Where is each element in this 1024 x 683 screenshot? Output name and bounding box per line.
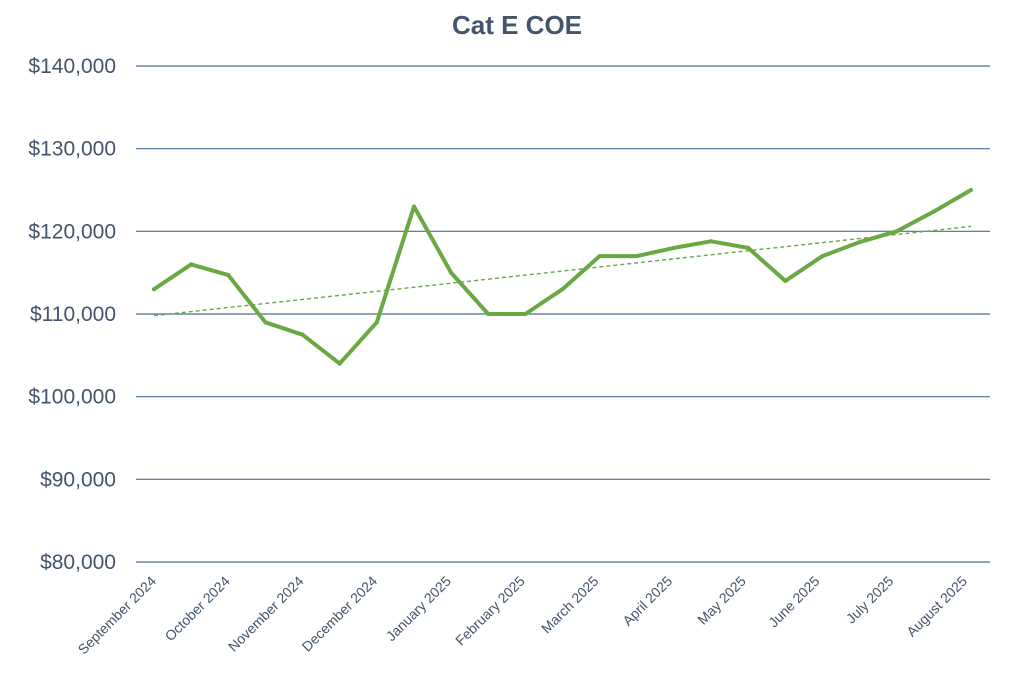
data-point — [931, 209, 936, 214]
data-point — [152, 287, 156, 292]
y-tick-label: $80,000 — [40, 551, 116, 574]
data-point — [783, 278, 788, 283]
data-point — [300, 332, 305, 337]
data-point — [486, 312, 491, 316]
data-point — [820, 254, 825, 259]
data-point — [560, 287, 565, 292]
data-point — [894, 229, 899, 234]
x-tick-label: June 2025 — [765, 573, 823, 631]
y-tick-label: $120,000 — [28, 220, 116, 243]
data-point — [189, 262, 194, 267]
x-tick-label: July 2025 — [843, 573, 897, 627]
y-tick-label: $140,000 — [28, 55, 116, 78]
x-tick-label: November 2024 — [225, 573, 307, 655]
series-line — [152, 188, 973, 366]
trendline — [153, 225, 972, 317]
x-tick-label: February 2025 — [452, 573, 528, 649]
data-point — [746, 245, 751, 250]
x-tick-label: March 2025 — [538, 573, 602, 637]
data-point — [226, 273, 231, 278]
y-tick-label: $110,000 — [30, 303, 116, 326]
x-tick-label: December 2024 — [299, 573, 381, 655]
data-point — [597, 254, 602, 259]
chart-title: Cat E COE — [451, 10, 583, 40]
x-tick-label: October 2024 — [162, 573, 233, 644]
x-tick-label: August 2025 — [903, 573, 970, 640]
data-point — [263, 320, 268, 325]
x-tick-label: September 2024 — [75, 573, 160, 658]
data-point — [671, 245, 676, 250]
data-point — [449, 270, 454, 275]
data-point — [374, 320, 379, 325]
x-tick-label: May 2025 — [694, 573, 749, 628]
data-point — [857, 240, 862, 245]
data-point — [634, 254, 639, 259]
y-tick-label: $130,000 — [28, 138, 116, 161]
data-point — [709, 239, 714, 244]
y-tick-label: $90,000 — [40, 468, 116, 491]
data-point — [523, 312, 528, 316]
x-tick-label: January 2025 — [383, 573, 454, 644]
data-point — [969, 188, 973, 192]
x-tick-label: April 2025 — [619, 573, 675, 629]
data-point — [337, 361, 342, 366]
y-tick-label: $100,000 — [28, 386, 116, 409]
data-point — [411, 204, 416, 209]
